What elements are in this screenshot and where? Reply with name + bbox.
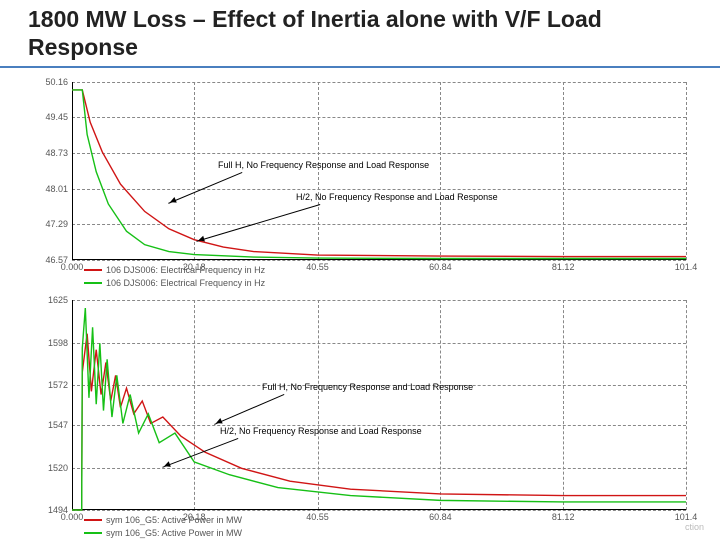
x-tick-label: 101.4 [675, 510, 698, 522]
legend-label: sym 106_G5: Active Power in MW [106, 527, 242, 540]
y-tick-label: 1547 [48, 420, 72, 430]
x-tick-label: 81.12 [552, 510, 575, 522]
series-line [72, 308, 686, 510]
frequency-chart: 50.1649.4548.7348.0147.2946.570.00020.18… [72, 82, 686, 260]
legend-swatch [84, 519, 102, 521]
series-line [72, 90, 686, 257]
legend-item: sym 106_G5: Active Power in MW [84, 527, 242, 540]
y-tick-label: 48.73 [45, 148, 72, 158]
x-tick-label: 60.84 [429, 510, 452, 522]
plot-svg [72, 300, 686, 510]
gridline-h [72, 260, 686, 261]
legend-swatch [84, 282, 102, 284]
y-tick-label: 1520 [48, 463, 72, 473]
y-tick-label: 1572 [48, 380, 72, 390]
y-tick-label: 1625 [48, 295, 72, 305]
legend-swatch [84, 269, 102, 271]
x-tick-label: 0.000 [61, 510, 84, 522]
slide: 1800 MW Loss – Effect of Inertia alone w… [0, 0, 720, 540]
legend-label: sym 106_G5: Active Power in MW [106, 514, 242, 527]
x-tick-label: 40.55 [306, 510, 329, 522]
plot-svg [72, 82, 686, 260]
x-tick-label: 60.84 [429, 260, 452, 272]
power-chart: 1625159815721547152014940.00020.1840.556… [72, 300, 686, 510]
legend-label: 106 DJS006: Electrical Frequency in Hz [106, 264, 265, 277]
slide-title: 1800 MW Loss – Effect of Inertia alone w… [28, 6, 668, 61]
gridline-v [686, 300, 687, 510]
annotation-label: Full H, No Frequency Response and Load R… [262, 382, 473, 392]
gridline-v [686, 82, 687, 260]
annotation-label: Full H, No Frequency Response and Load R… [218, 160, 429, 170]
y-tick-label: 50.16 [45, 77, 72, 87]
title-underline [0, 66, 720, 68]
x-tick-label: 101.4 [675, 260, 698, 272]
legend-item: 106 DJS006: Electrical Frequency in Hz [84, 277, 265, 290]
x-tick-label: 40.55 [306, 260, 329, 272]
y-tick-label: 47.29 [45, 219, 72, 229]
series-line [72, 334, 686, 510]
x-tick-label: 81.12 [552, 260, 575, 272]
chart-legend: sym 106_G5: Active Power in MWsym 106_G5… [84, 514, 242, 539]
annotation-label: H/2, No Frequency Response and Load Resp… [296, 192, 498, 202]
y-tick-label: 48.01 [45, 184, 72, 194]
legend-item: 106 DJS006: Electrical Frequency in Hz [84, 264, 265, 277]
legend-swatch [84, 532, 102, 534]
x-tick-label: 0.000 [61, 260, 84, 272]
y-tick-label: 49.45 [45, 112, 72, 122]
y-tick-label: 1598 [48, 338, 72, 348]
chart-legend: 106 DJS006: Electrical Frequency in Hz10… [84, 264, 265, 289]
annotation-label: H/2, No Frequency Response and Load Resp… [220, 426, 422, 436]
footer-watermark: ction [685, 522, 704, 532]
series-line [72, 90, 686, 259]
gridline-h [72, 510, 686, 511]
legend-item: sym 106_G5: Active Power in MW [84, 514, 242, 527]
legend-label: 106 DJS006: Electrical Frequency in Hz [106, 277, 265, 290]
